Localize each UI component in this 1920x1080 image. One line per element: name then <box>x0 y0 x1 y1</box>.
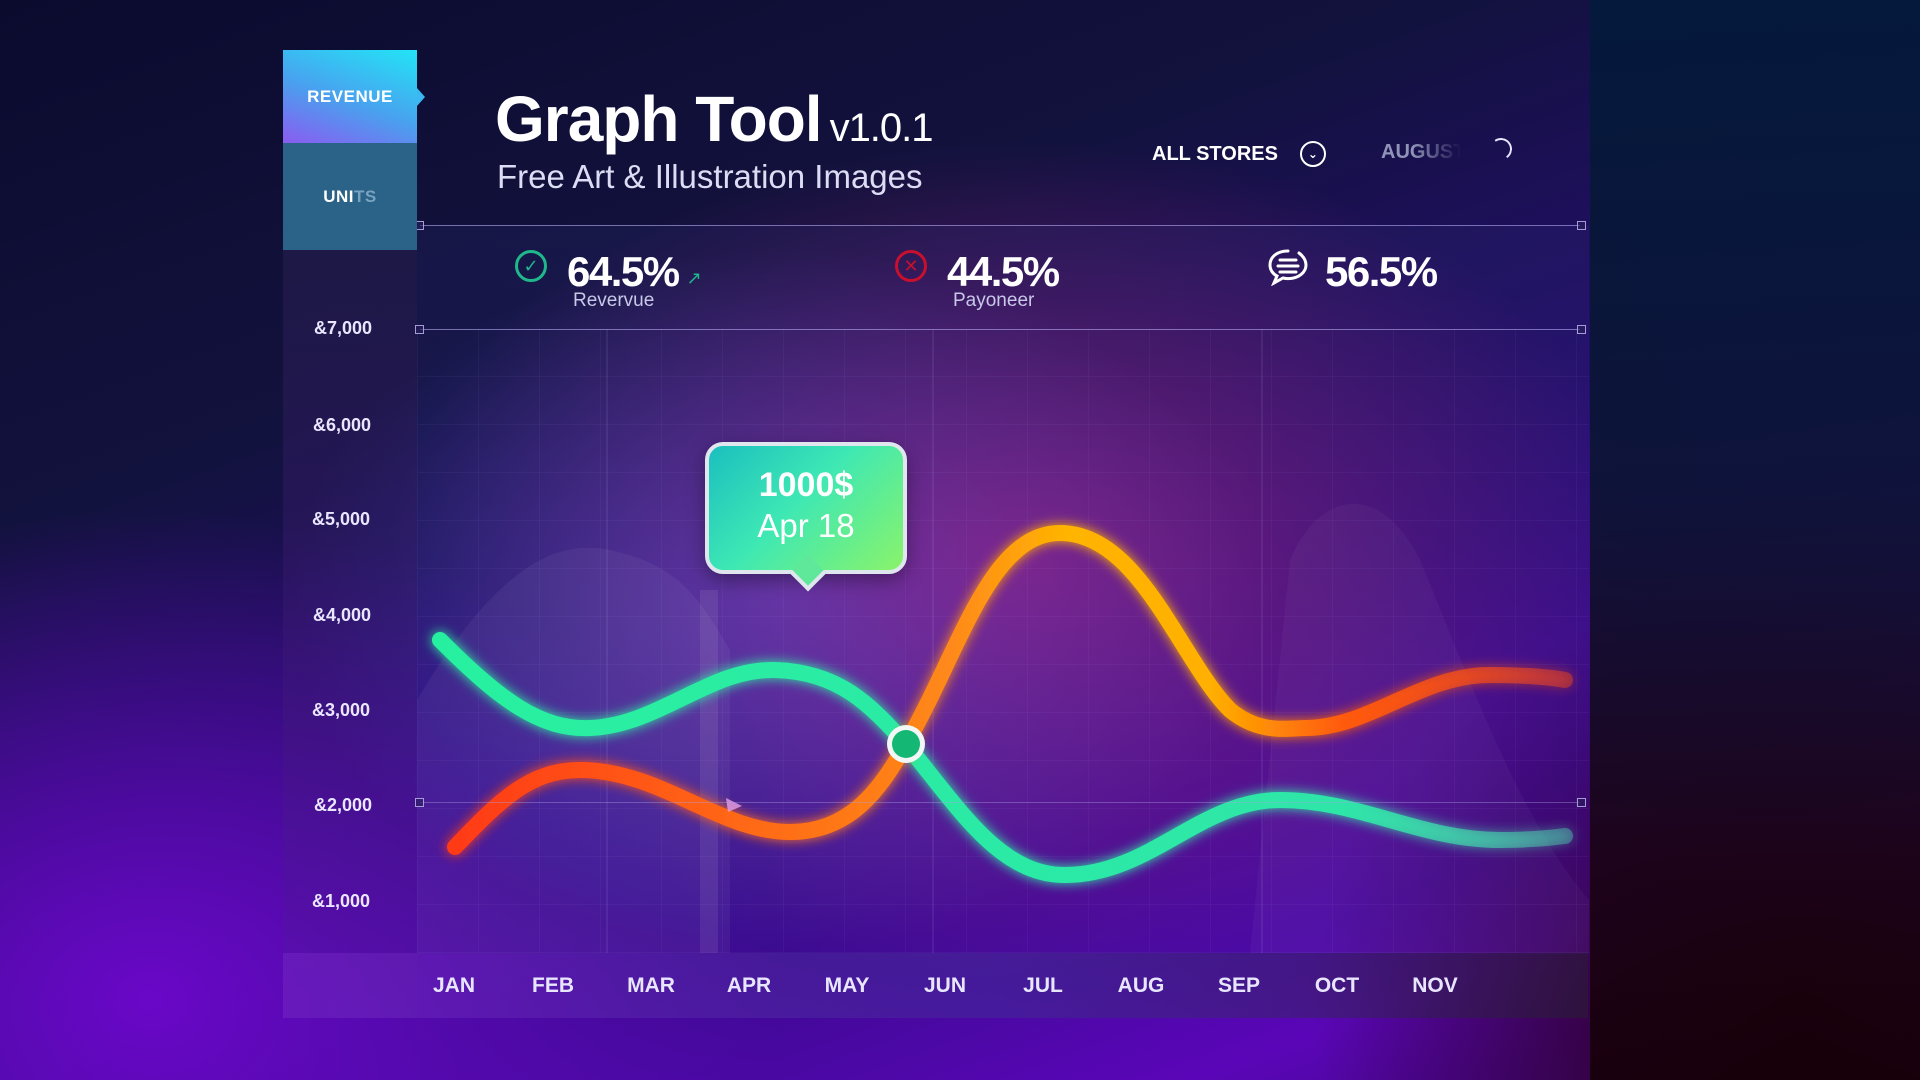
x-tick-label: NOV <box>1412 974 1458 997</box>
x-tick-label: SEP <box>1217 974 1261 997</box>
page-subtitle: Free Art & Illustration Images <box>497 158 923 195</box>
chevron-down-icon: ⌄ <box>1299 141 1326 167</box>
y-tick-label: &6,000 <box>313 415 372 435</box>
stat-messages: 56.5% <box>1267 248 1438 296</box>
stat-label: Revervue <box>573 290 655 311</box>
x-tick-label: JAN <box>432 974 476 997</box>
page-title: Graph Tool v1.0.1 <box>495 83 934 155</box>
check-circle-icon: ✓ <box>515 250 547 282</box>
x-tick-label: MAY <box>824 974 870 997</box>
resize-handle[interactable] <box>415 798 424 807</box>
x-tick-label: JUN <box>923 974 967 997</box>
stat-revenue: ✓ 64.5% ↗ Revervue <box>515 248 702 311</box>
store-dropdown-label: ALL STORES <box>1152 142 1278 165</box>
tab-revenue[interactable]: REVENUE <box>283 50 425 143</box>
tab-units[interactable]: UNITS <box>283 143 417 250</box>
tab-units-label: UNITS <box>323 186 377 206</box>
background-right <box>1590 0 1920 1080</box>
resize-handle[interactable] <box>415 325 424 334</box>
month-dropdown[interactable]: AUGUST <box>1381 141 1461 163</box>
tooltip-date: Apr 18 <box>757 507 855 544</box>
stat-payoneer: ✕ 44.5% Payoneer <box>895 248 1060 311</box>
y-tick-label: &4,000 <box>313 605 372 625</box>
x-tick-label: OCT <box>1314 974 1360 997</box>
y-tick-label: &1,000 <box>312 891 371 911</box>
resize-handle[interactable] <box>1577 798 1586 807</box>
x-circle-icon: ✕ <box>895 250 927 282</box>
x-axis-bar <box>283 953 1588 1018</box>
store-dropdown[interactable]: ALL STORES ⌄ <box>1152 141 1326 167</box>
divider-stats <box>420 329 1580 330</box>
stat-value: 64.5% <box>567 248 680 295</box>
resize-handle[interactable] <box>1577 325 1586 334</box>
green-series-line <box>432 632 1573 884</box>
y-tick-label: &5,000 <box>312 509 371 529</box>
chat-bubble-icon <box>1267 248 1309 291</box>
orange-series-line <box>447 524 1573 855</box>
tab-revenue-label: REVENUE <box>307 86 393 106</box>
resize-handle[interactable] <box>1577 221 1586 230</box>
y-axis-column <box>283 250 417 1018</box>
stat-label: Payoneer <box>953 290 1035 311</box>
y-tick-label: &2,000 <box>314 795 373 815</box>
data-tooltip: 1000$ Apr 18 <box>705 442 907 574</box>
x-tick-label: FEB <box>532 974 574 997</box>
trend-up-icon: ↗ <box>686 268 702 288</box>
divider-mid <box>420 802 1580 803</box>
tooltip-amount: 1000$ <box>758 466 854 504</box>
divider-top <box>420 225 1580 226</box>
stat-value: 56.5% <box>1325 248 1438 295</box>
x-tick-label: APR <box>726 974 772 997</box>
y-tick-label: &7,000 <box>314 318 373 338</box>
x-tick-label: AUG <box>1117 974 1165 997</box>
stat-value: 44.5% <box>947 248 1060 295</box>
y-tick-label: &3,000 <box>312 700 371 720</box>
x-tick-label: JUL <box>1023 974 1063 997</box>
x-tick-label: MAR <box>627 974 675 997</box>
version-label: v1.0.1 <box>829 106 934 150</box>
